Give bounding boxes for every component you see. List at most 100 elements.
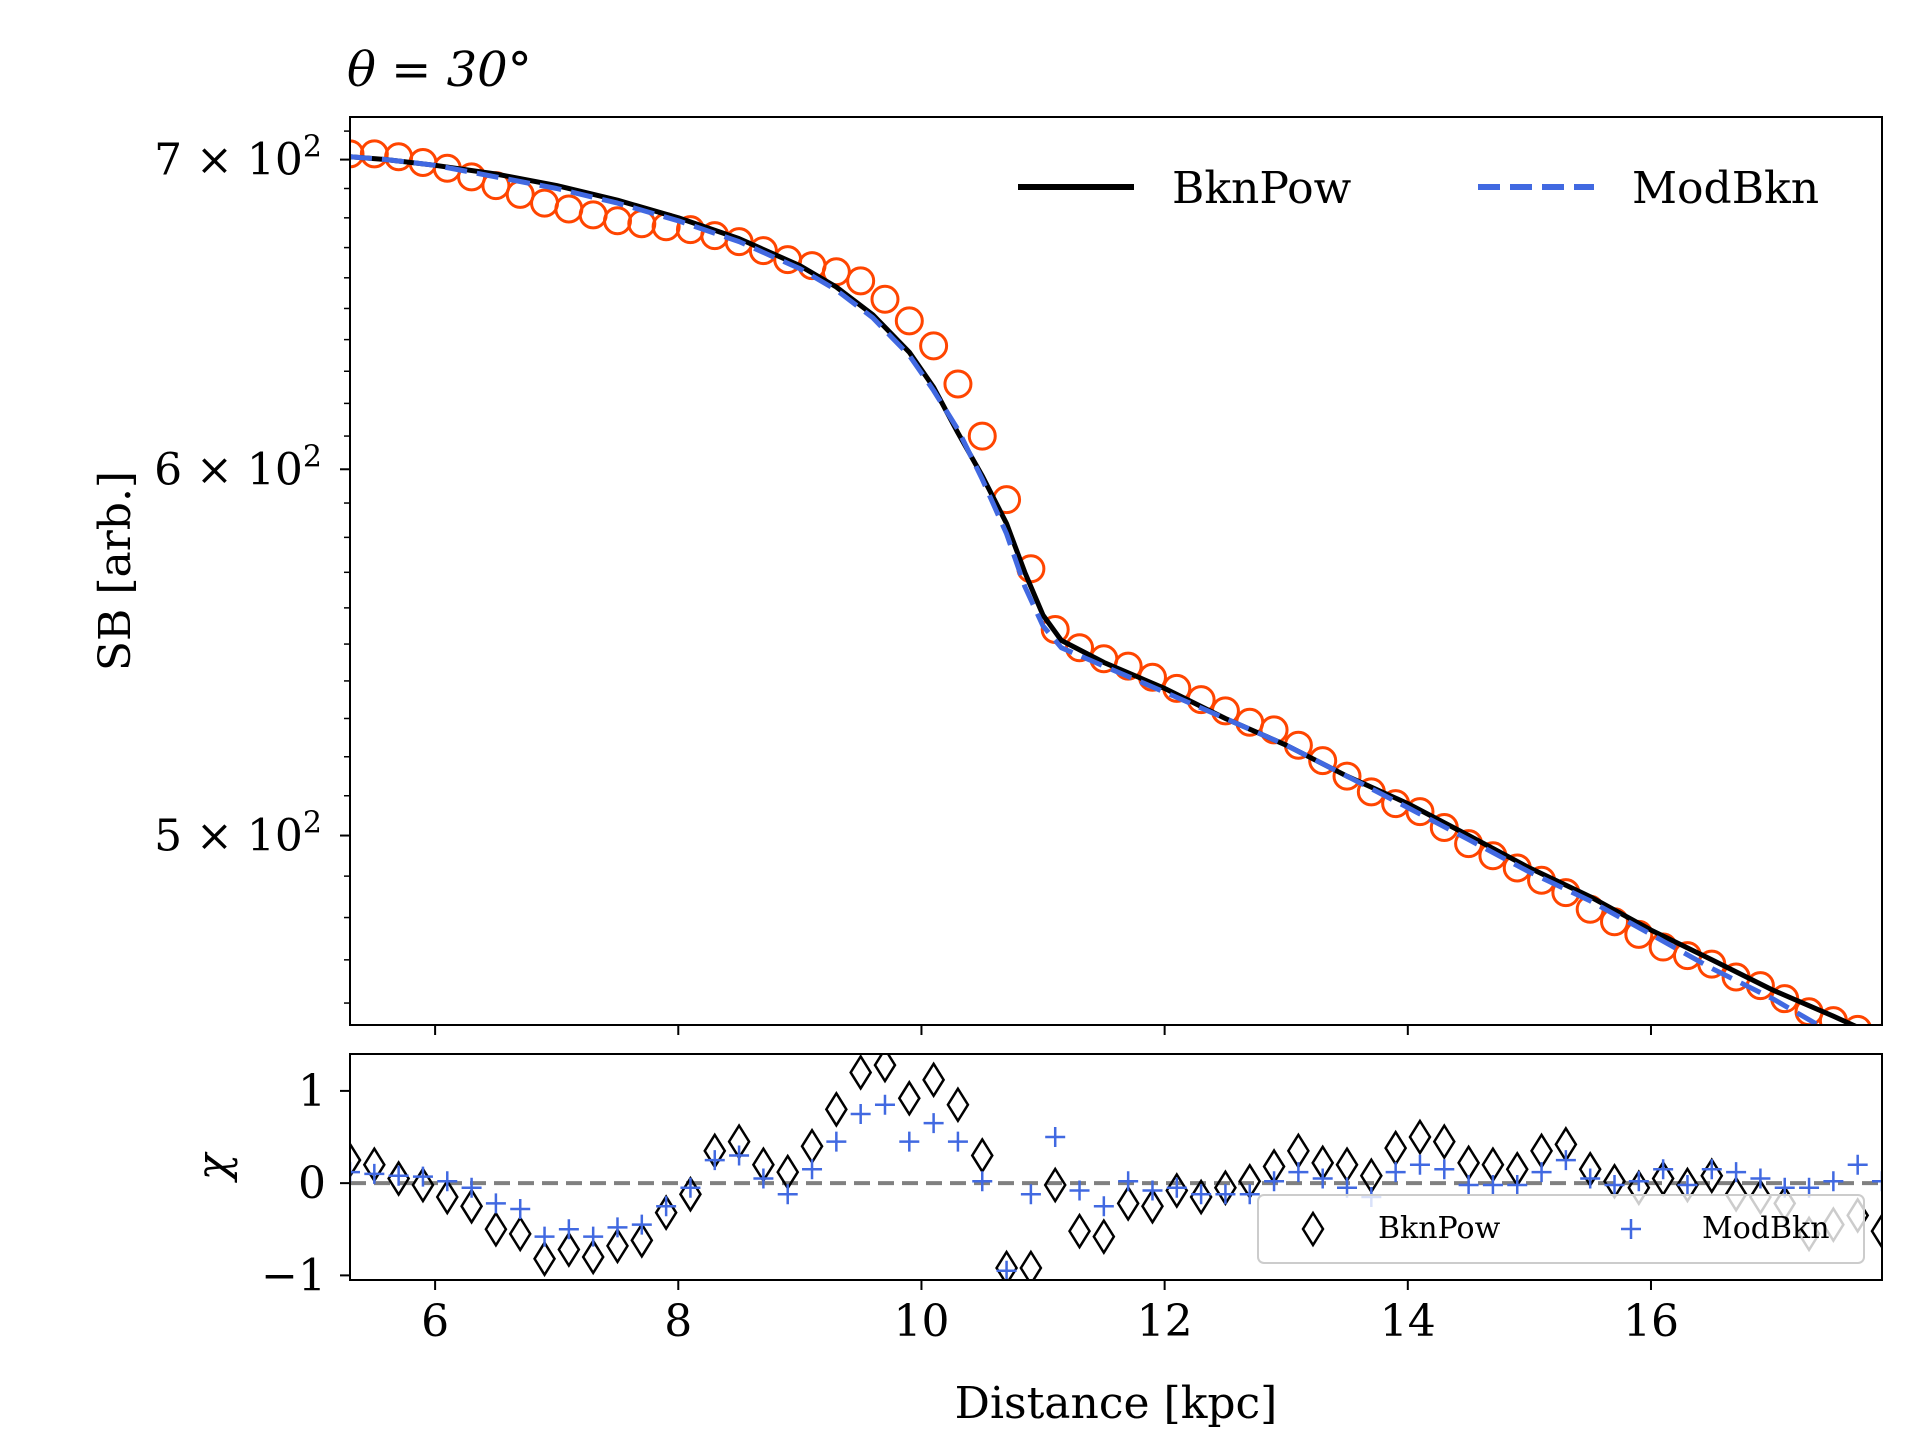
residual-plus-modbkn bbox=[1677, 1174, 1698, 1195]
data-point-circle bbox=[1843, 1014, 1872, 1025]
residual-diamond-bknpow bbox=[1408, 1118, 1432, 1156]
data-point-circle bbox=[1332, 761, 1362, 791]
residual-plus-modbkn bbox=[899, 1131, 920, 1152]
residual-plus-modbkn bbox=[1507, 1174, 1528, 1195]
data-point-circle bbox=[846, 266, 876, 296]
residual-plus-modbkn bbox=[1020, 1184, 1041, 1205]
bottom-legend-label-modbkn: ModBkn bbox=[1702, 1211, 1830, 1246]
residual-plus-modbkn bbox=[874, 1094, 895, 1115]
bottom-axes-frame bbox=[349, 1053, 1883, 1281]
residual-diamond-bknpow bbox=[557, 1231, 581, 1268]
residual-plus-modbkn bbox=[850, 1103, 871, 1124]
residual-plus-modbkn bbox=[1434, 1159, 1455, 1180]
residual-diamond-bknpow bbox=[606, 1227, 629, 1265]
residual-plus-modbkn bbox=[510, 1198, 531, 1219]
residual-plus-modbkn bbox=[350, 1162, 360, 1183]
residual-plus-modbkn bbox=[1264, 1171, 1285, 1192]
residual-plus-modbkn bbox=[485, 1193, 506, 1214]
residual-diamond-bknpow bbox=[387, 1160, 411, 1197]
residual-plus-modbkn bbox=[1482, 1174, 1503, 1195]
residual-diamond-bknpow bbox=[897, 1079, 921, 1117]
bottom-x-tick-label: 10 bbox=[893, 1296, 949, 1347]
y-tick-label: 5 × 102 bbox=[154, 806, 322, 862]
residual-plus-modbkn bbox=[1580, 1168, 1601, 1189]
residual-plus-modbkn bbox=[1555, 1150, 1576, 1171]
residual-plus-modbkn bbox=[1166, 1177, 1187, 1198]
top-axes-frame bbox=[349, 116, 1883, 1026]
series-line-bknpow bbox=[350, 154, 1859, 1025]
y-axis-label-bottom: χ bbox=[188, 1151, 239, 1183]
residual-plus-modbkn bbox=[461, 1177, 482, 1198]
residual-plus-modbkn bbox=[1288, 1162, 1309, 1183]
residual-diamond-bknpow bbox=[460, 1187, 484, 1225]
bottom-x-ticks: 6 8 10 12 14 16 bbox=[421, 1280, 1679, 1347]
residual-diamond-bknpow bbox=[350, 1141, 362, 1179]
residual-diamond-bknpow bbox=[1116, 1185, 1140, 1222]
data-point-circle bbox=[894, 306, 924, 336]
residual-plus-modbkn bbox=[753, 1168, 774, 1189]
residual-plus-modbkn bbox=[364, 1163, 385, 1184]
residual-diamond-bknpow bbox=[1870, 1212, 1882, 1250]
data-point-circle bbox=[967, 421, 997, 451]
residual-plus-modbkn bbox=[1093, 1196, 1114, 1217]
residual-plus-modbkn bbox=[1531, 1162, 1552, 1183]
data-point-circle bbox=[1259, 715, 1289, 745]
residual-plus-modbkn bbox=[1215, 1184, 1236, 1205]
top-y-ticks: 5 × 102 6 × 102 7 × 102 bbox=[154, 130, 350, 1004]
bottom-x-tick-label: 14 bbox=[1380, 1296, 1436, 1347]
top-x-ticks bbox=[434, 1025, 1652, 1035]
residual-plus-modbkn bbox=[680, 1177, 701, 1198]
residual-plus-modbkn bbox=[1045, 1127, 1066, 1148]
residual-plus-modbkn bbox=[1239, 1184, 1260, 1205]
residual-plus-modbkn bbox=[923, 1113, 944, 1134]
residual-diamond-bknpow bbox=[922, 1061, 946, 1099]
residual-diamond-bknpow bbox=[824, 1090, 848, 1128]
residual-plus-modbkn bbox=[1069, 1180, 1090, 1201]
residual-diamond-bknpow bbox=[946, 1086, 970, 1124]
residual-diamond-bknpow bbox=[411, 1166, 435, 1204]
residual-plus-modbkn bbox=[1823, 1171, 1844, 1192]
bottom-x-tick-label: 8 bbox=[664, 1296, 692, 1347]
bottom-legend-label-bknpow: BknPow bbox=[1378, 1211, 1501, 1246]
residual-plus-modbkn bbox=[1458, 1174, 1479, 1195]
residual-plus-modbkn bbox=[607, 1217, 628, 1238]
residual-plus-modbkn bbox=[412, 1166, 433, 1187]
residual-plus-modbkn bbox=[1118, 1171, 1139, 1192]
data-point-circle bbox=[919, 331, 949, 361]
residual-plus-modbkn bbox=[1409, 1154, 1430, 1175]
residual-plus-modbkn bbox=[1701, 1159, 1722, 1180]
residual-diamond-bknpow bbox=[533, 1240, 557, 1278]
top-legend: BknPow ModBkn bbox=[1018, 163, 1819, 214]
residual-plus-modbkn bbox=[1628, 1171, 1649, 1192]
residual-diamond-bknpow bbox=[1068, 1212, 1091, 1250]
legend-label-bknpow: BknPow bbox=[1172, 163, 1352, 214]
residual-plus-modbkn bbox=[1726, 1162, 1747, 1183]
bottom-x-tick-label: 16 bbox=[1623, 1296, 1679, 1347]
data-point-circle bbox=[1308, 746, 1338, 776]
data-point-circle bbox=[943, 369, 973, 399]
residual-diamond-bknpow bbox=[435, 1178, 459, 1216]
residual-plus-modbkn bbox=[996, 1260, 1017, 1280]
bottom-plot-area bbox=[350, 1054, 1882, 1280]
residual-plus-modbkn bbox=[437, 1171, 458, 1192]
data-point-circle bbox=[870, 284, 900, 314]
top-panel: 5 × 102 6 × 102 7 × 102 SB [arb.] BknPow M… bbox=[90, 116, 1883, 1035]
residual-plus-modbkn bbox=[972, 1171, 993, 1192]
y-tick-label: 6 × 102 bbox=[154, 439, 322, 495]
residual-plus-modbkn bbox=[583, 1226, 604, 1247]
x-axis-label: Distance [kpc] bbox=[955, 1378, 1278, 1429]
residual-plus-modbkn bbox=[1872, 1171, 1882, 1192]
residual-diamond-bknpow bbox=[508, 1215, 532, 1253]
residual-plus-modbkn bbox=[1604, 1174, 1625, 1195]
residual-diamond-bknpow bbox=[1019, 1249, 1043, 1280]
bottom-y-tick-label: −1 bbox=[261, 1250, 326, 1301]
series-line-modbkn bbox=[350, 154, 1824, 1025]
residual-plus-modbkn bbox=[534, 1226, 555, 1247]
residual-diamond-bknpow bbox=[1189, 1178, 1213, 1216]
legend-marker-diamond bbox=[1301, 1210, 1325, 1248]
residual-plus-modbkn bbox=[1653, 1159, 1674, 1180]
residual-diamond-bknpow bbox=[484, 1210, 508, 1248]
residual-diamond-bknpow bbox=[1432, 1123, 1456, 1160]
residual-plus-modbkn bbox=[1385, 1162, 1406, 1183]
